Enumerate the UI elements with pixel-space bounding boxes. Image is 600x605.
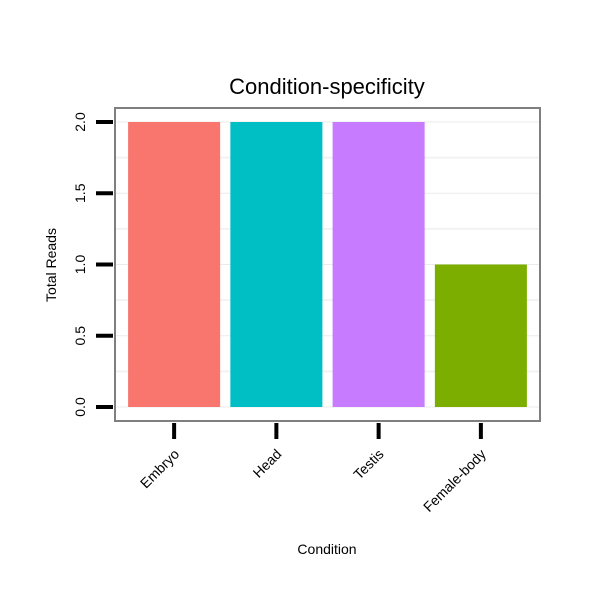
- x-tick-label: Embryo: [137, 446, 183, 492]
- y-tick-label: 2.0: [72, 112, 88, 132]
- x-tick-label: Female-body: [420, 446, 489, 515]
- y-axis: 0.0 0.5 1.0 1.5 2.0: [72, 112, 113, 417]
- x-tick-label: Testis: [350, 446, 387, 483]
- bar-female-body: [434, 264, 527, 407]
- chart-title: Condition-specificity: [229, 74, 425, 99]
- bar-testis: [332, 122, 425, 407]
- x-axis-label: Condition: [297, 541, 356, 557]
- y-tick-label: 0.0: [72, 397, 88, 417]
- bar-head: [230, 122, 323, 407]
- plot-panel-border: [114, 107, 541, 422]
- x-tick-label: Head: [250, 446, 285, 481]
- x-axis: Embryo Head Testis Female-body: [137, 423, 489, 515]
- y-tick-label: 1.0: [72, 255, 88, 275]
- bar-embryo: [128, 122, 221, 407]
- y-tick-label: 1.5: [72, 183, 88, 203]
- bars: [128, 122, 527, 407]
- y-axis-label: Total Reads: [43, 228, 59, 302]
- y-tick-label: 0.5: [72, 326, 88, 346]
